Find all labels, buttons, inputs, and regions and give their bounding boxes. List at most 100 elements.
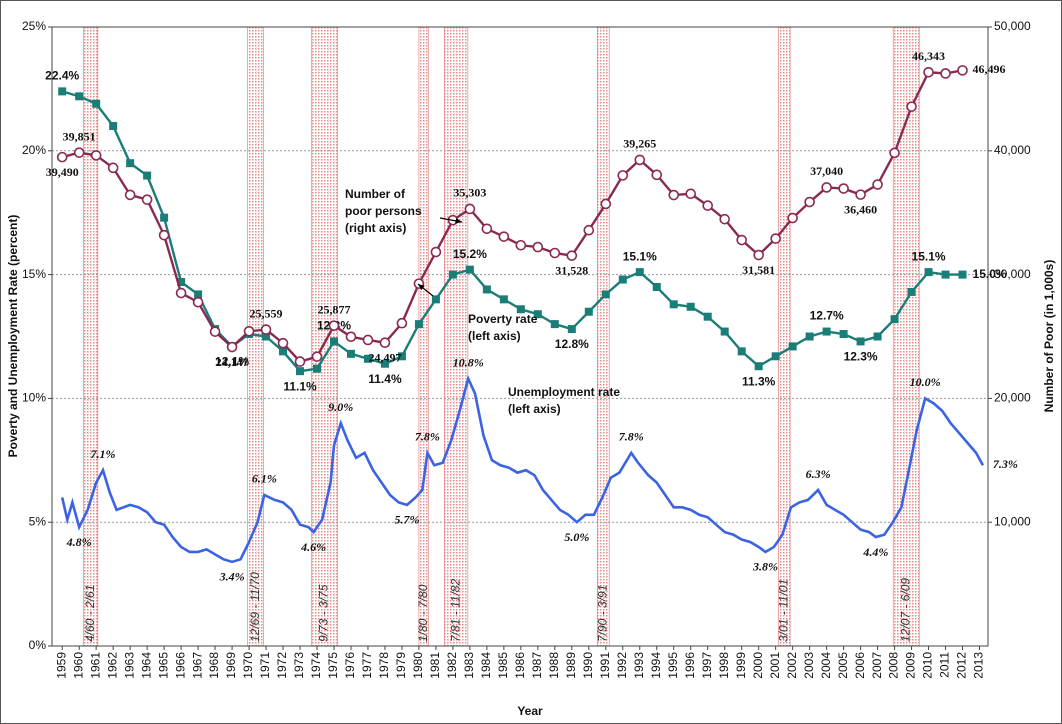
recession-band [778, 26, 791, 647]
x-tick-label: 2001 [768, 652, 782, 679]
series-annotation: Unemployment rate [508, 385, 620, 399]
x-tick-label: 1959 [54, 652, 68, 679]
point [380, 359, 389, 368]
point [873, 332, 882, 341]
recession-label: 7/90 - 3/91 [595, 585, 609, 642]
value-label: 39,851 [63, 129, 96, 143]
point [465, 265, 474, 274]
series-annotation: (left axis) [508, 402, 561, 416]
point [958, 270, 967, 279]
value-label: 3.4% [219, 570, 245, 584]
x-tick-label: 1995 [666, 652, 680, 679]
x-tick-label: 2009 [904, 652, 918, 679]
point [600, 198, 612, 210]
value-label: 12.1% [215, 355, 249, 369]
point [669, 300, 678, 309]
point [787, 212, 798, 224]
series-line [60, 374, 985, 564]
point [703, 312, 712, 321]
point [56, 151, 68, 163]
point [482, 285, 491, 294]
x-tick-label: 2000 [751, 652, 765, 679]
point [805, 332, 814, 341]
x-tick-label: 2007 [870, 652, 884, 679]
value-label: 15.2% [453, 247, 487, 261]
point [940, 68, 951, 79]
point [753, 249, 764, 261]
x-tick-label: 1991 [598, 652, 612, 679]
point [396, 317, 408, 329]
x-tick-label: 1980 [411, 652, 425, 679]
point [311, 351, 323, 362]
point [379, 337, 391, 349]
x-tick-label: 2004 [819, 652, 833, 679]
point [194, 290, 203, 299]
y-tick-label: 0% [29, 638, 47, 652]
point [345, 331, 357, 343]
point [957, 65, 968, 76]
x-tick-label: 1994 [649, 652, 663, 679]
value-label: 10.8% [453, 355, 484, 369]
point [362, 334, 374, 346]
point [652, 282, 661, 291]
x-tick-label: 1987 [530, 652, 544, 679]
x-tick-label: 1984 [479, 652, 493, 679]
x-tick-label: 1989 [564, 652, 578, 679]
y-tick-label: 5% [29, 514, 47, 528]
point [617, 170, 629, 181]
point [685, 188, 697, 200]
point [668, 189, 680, 201]
point [481, 223, 493, 235]
point [346, 349, 355, 358]
point [924, 268, 933, 277]
point [907, 287, 916, 296]
point [855, 189, 866, 200]
value-label: 15.0% [973, 267, 1007, 281]
value-label: 4.4% [862, 545, 888, 559]
x-tick-label: 1988 [547, 652, 561, 679]
x-tick-label: 2005 [836, 652, 850, 679]
value-label: 25,559 [250, 306, 283, 320]
x-tick-label: 2010 [921, 652, 935, 679]
point [329, 337, 338, 346]
recession-label: 1/80 - 7/80 [416, 584, 430, 642]
point [414, 320, 423, 329]
value-label: 11.3% [742, 374, 776, 388]
point [160, 213, 169, 222]
point [583, 224, 595, 236]
point [651, 169, 663, 181]
value-label: 36,460 [844, 202, 877, 216]
recession-label: 9/73 - 3/75 [317, 584, 331, 642]
value-label: 9.0% [328, 400, 353, 414]
point [464, 203, 476, 215]
x-tick-label: 2008 [887, 652, 901, 679]
point [192, 296, 204, 308]
value-label: 46,496 [973, 62, 1006, 76]
y2-axis-title: Number of Poor (in 1,000s) [1042, 260, 1056, 413]
point [260, 324, 272, 335]
value-label: 7.8% [619, 430, 644, 444]
point [601, 290, 610, 299]
value-label: 15.1% [912, 249, 946, 263]
x-tick-label: 1967 [190, 652, 204, 679]
x-tick-label: 1992 [615, 652, 629, 679]
x-tick-label: 1962 [105, 652, 119, 679]
point [448, 270, 457, 279]
point [58, 87, 67, 96]
point [124, 189, 136, 201]
point [177, 278, 186, 287]
value-label: 35,303 [453, 186, 486, 200]
value-label: 39,490 [46, 165, 79, 179]
point [431, 295, 440, 304]
point [243, 326, 255, 337]
point [788, 342, 797, 351]
point [73, 147, 85, 158]
point [838, 183, 849, 194]
value-label: 6.1% [252, 472, 277, 486]
recession-label: 3/01 - 11/01 [776, 579, 790, 642]
point [941, 270, 950, 279]
x-tick-label: 1993 [632, 652, 646, 679]
point [209, 326, 221, 337]
point [515, 239, 527, 251]
value-label: 12.8% [555, 337, 589, 351]
